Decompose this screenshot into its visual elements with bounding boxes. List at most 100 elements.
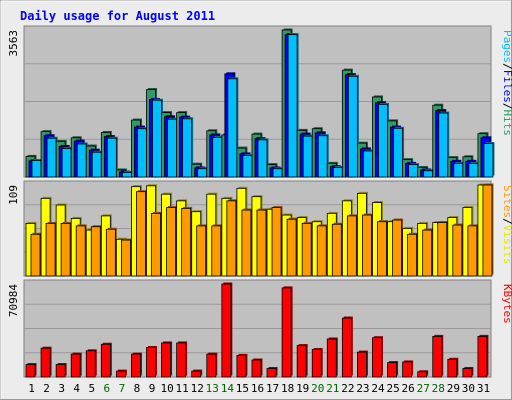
bar-kbytes-kbytes: [296, 345, 307, 378]
bar-visits-sites: [105, 228, 116, 277]
bar-visits-sites: [75, 225, 86, 277]
bar-hits-pages: [121, 172, 132, 178]
panel-hits-series-label-part: Files: [501, 70, 512, 103]
bar-kbytes-kbytes: [311, 349, 322, 378]
bar-visits-sites: [226, 200, 237, 277]
bar-hits-pages: [76, 143, 87, 178]
bar-hits-pages: [468, 162, 479, 178]
bar-kbytes-kbytes: [341, 317, 352, 378]
bar-kbytes-kbytes: [176, 342, 187, 378]
x-axis-day-label: 17: [266, 382, 279, 395]
bar-hits-pages: [453, 162, 464, 178]
bar-hits-pages: [317, 135, 328, 178]
bar-visits-sites: [90, 226, 101, 277]
bar-hits-pages: [393, 127, 403, 178]
bar-hits-pages: [347, 75, 358, 178]
bar-kbytes-kbytes: [115, 370, 126, 378]
x-axis-day-label: 27: [417, 382, 430, 395]
bar-visits-sites: [181, 207, 192, 277]
bar-kbytes-kbytes: [447, 358, 458, 378]
bar-kbytes-kbytes: [191, 370, 202, 378]
x-axis-day-label: 5: [88, 382, 95, 395]
bar-visits-sites: [316, 225, 327, 277]
x-axis-day-label: 16: [251, 382, 264, 395]
bar-kbytes-kbytes: [387, 362, 397, 378]
bar-visits-sites: [482, 184, 493, 277]
bar-kbytes-kbytes: [70, 353, 81, 378]
bar-hits-pages: [423, 170, 434, 178]
x-axis-day-label: 18: [281, 382, 294, 395]
bar-visits-sites: [452, 224, 463, 277]
panel-hits-max-label: 3563: [7, 30, 20, 57]
panel-hits-series-label-part: Hits: [501, 110, 512, 137]
bar-kbytes-kbytes: [372, 337, 382, 378]
x-axis-labels: 1 2 3 4 5 6 7 8 9 10 11 12 13 14 15 16 17 18 19 20 21 22 23 24 2…: [28, 382, 490, 395]
bar-hits-pages: [483, 143, 494, 178]
bar-visits-sites: [407, 233, 418, 277]
panel-hits-series-label-part: /: [501, 103, 512, 110]
bar-hits-pages: [363, 150, 373, 178]
bar-kbytes-kbytes: [402, 361, 413, 378]
x-axis-day-label: 21: [326, 382, 339, 395]
bar-visits-sites: [151, 212, 161, 277]
bar-hits-pages: [212, 136, 223, 178]
bar-hits-pages: [46, 137, 57, 178]
panel-visits-series-label-part: Sites: [501, 185, 512, 218]
bar-visits-sites: [196, 225, 207, 277]
bar-hits-pages: [302, 135, 313, 178]
bar-kbytes-kbytes: [85, 350, 96, 378]
bar-visits-sites: [331, 223, 342, 277]
bar-hits-pages: [438, 112, 449, 178]
bar-visits-sites: [136, 191, 146, 277]
bar-hits-pages: [197, 168, 208, 178]
bar-visits-sites: [45, 223, 56, 277]
bar-visits-sites: [256, 209, 267, 277]
bar-visits-sites: [60, 223, 71, 277]
x-axis-day-label: 1: [28, 382, 35, 395]
bar-visits-sites: [211, 225, 222, 277]
bar-kbytes-kbytes: [326, 338, 337, 378]
x-axis-day-label: 10: [160, 382, 173, 395]
bar-kbytes-kbytes: [55, 364, 66, 378]
bar-hits-pages: [106, 137, 117, 178]
chart-panels: 3563Pages/Files/Hits109Sites/Visits70984…: [7, 25, 512, 378]
panel-visits-series-label-part: /: [501, 218, 512, 225]
bar-hits-pages: [332, 167, 343, 178]
panel-kbytes-max-label: 70984: [7, 284, 20, 317]
bar-kbytes-kbytes: [161, 342, 171, 378]
x-axis-day-label: 12: [191, 382, 204, 395]
x-axis-day-label: 11: [176, 382, 189, 395]
bar-visits-sites: [377, 221, 387, 277]
bar-hits-pages: [378, 103, 388, 178]
bar-hits-pages: [287, 34, 298, 178]
panel-visits-series-label-part: Visits: [501, 225, 512, 265]
x-axis-day-label: 29: [447, 382, 460, 395]
bar-kbytes-kbytes: [462, 368, 473, 378]
x-axis-day-label: 31: [477, 382, 490, 395]
bar-kbytes-kbytes: [131, 353, 141, 378]
bar-visits-sites: [166, 207, 176, 277]
bar-kbytes-kbytes: [221, 283, 232, 378]
x-axis-day-label: 24: [371, 382, 385, 395]
bar-visits-sites: [30, 233, 41, 277]
panel-kbytes-series-label: KBytes: [501, 284, 512, 324]
x-axis-day-label: 19: [296, 382, 309, 395]
bar-visits-sites: [346, 215, 357, 277]
bar-kbytes-kbytes: [40, 347, 51, 378]
chart-title: Daily usage for August 2011: [20, 9, 215, 23]
x-axis-day-label: 2: [43, 382, 50, 395]
bar-hits-pages: [152, 99, 162, 178]
x-axis-day-label: 7: [119, 382, 126, 395]
bar-hits-pages: [167, 118, 177, 178]
bar-kbytes-kbytes: [251, 359, 262, 378]
x-axis-day-label: 3: [58, 382, 65, 395]
bar-visits-sites: [392, 219, 402, 277]
bar-kbytes-kbytes: [236, 354, 247, 378]
bar-kbytes-kbytes: [25, 364, 36, 378]
bar-kbytes-kbytes: [206, 353, 217, 378]
panel-visits-series-label: Sites/Visits: [501, 185, 512, 265]
bar-visits-sites: [120, 239, 131, 277]
x-axis-day-label: 6: [104, 382, 111, 395]
